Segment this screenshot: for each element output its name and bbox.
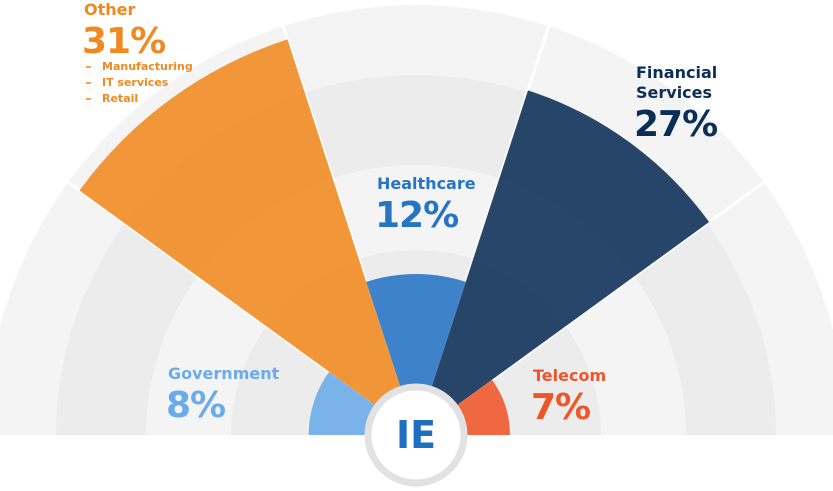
logo: IE (396, 413, 436, 457)
value-label: 31% (82, 21, 166, 62)
wedge (79, 39, 417, 436)
list-item: Retail (102, 92, 139, 105)
category-label: Financial Services (636, 63, 718, 102)
logo-ring (364, 383, 468, 487)
category-label: Telecom (533, 366, 607, 385)
value-label: 27% (634, 104, 718, 145)
wedge (416, 90, 710, 435)
wedge (366, 273, 466, 435)
category-label: Healthcare (377, 174, 476, 193)
list-item: Manufacturing (102, 60, 193, 73)
value-label: 7% (531, 387, 591, 428)
value-label: 12% (375, 195, 459, 236)
list-item: IT services (102, 76, 169, 89)
category-label: Government (168, 364, 280, 383)
category-label: Other (84, 0, 136, 19)
value-label: 8% (166, 385, 226, 426)
